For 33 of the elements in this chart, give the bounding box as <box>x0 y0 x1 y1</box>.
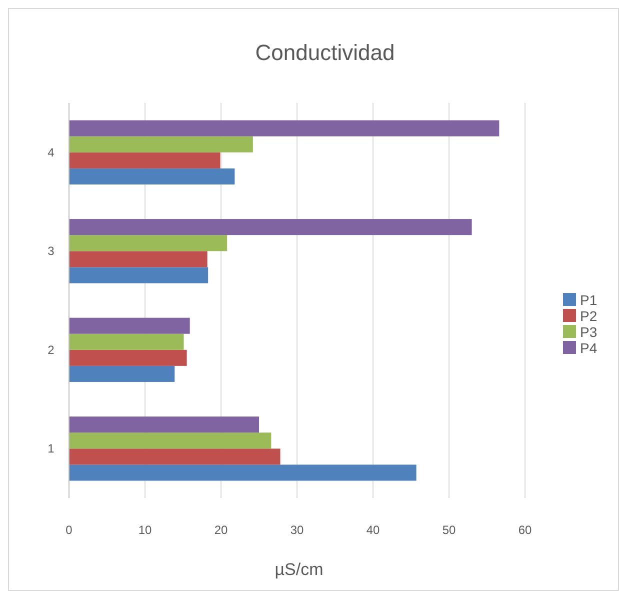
bar <box>69 416 259 433</box>
x-tick-label: 10 <box>138 523 152 537</box>
x-tick-label: 40 <box>366 523 380 537</box>
bar <box>69 334 184 350</box>
legend-label: P4 <box>580 340 598 356</box>
y-tick-label: 4 <box>48 145 55 160</box>
x-tick-label: 60 <box>518 523 532 537</box>
bar <box>69 168 235 184</box>
y-tick-label: 1 <box>48 442 55 456</box>
chart-title: Conductividad <box>255 40 395 65</box>
bar <box>69 350 187 366</box>
bar <box>69 448 280 465</box>
x-axis-title: µS/cm <box>274 560 324 579</box>
legend-label: P3 <box>580 324 598 340</box>
x-tick-label: 0 <box>66 523 73 537</box>
x-tick-label: 50 <box>442 523 456 537</box>
y-tick-label: 2 <box>48 342 55 357</box>
bar <box>69 366 175 382</box>
y-tick-label: 3 <box>48 244 55 258</box>
bar <box>69 432 272 449</box>
x-tick-label: 30 <box>290 523 304 537</box>
bar <box>69 318 190 334</box>
bar <box>69 464 416 481</box>
legend-label: P2 <box>580 308 598 324</box>
bar <box>69 219 472 236</box>
bar <box>69 120 500 136</box>
bar <box>69 251 208 268</box>
bar <box>69 152 220 168</box>
bar <box>69 267 208 284</box>
legend-label: P1 <box>580 292 598 308</box>
bar <box>69 136 253 152</box>
bar <box>69 235 228 252</box>
x-tick-label: 20 <box>214 523 228 537</box>
